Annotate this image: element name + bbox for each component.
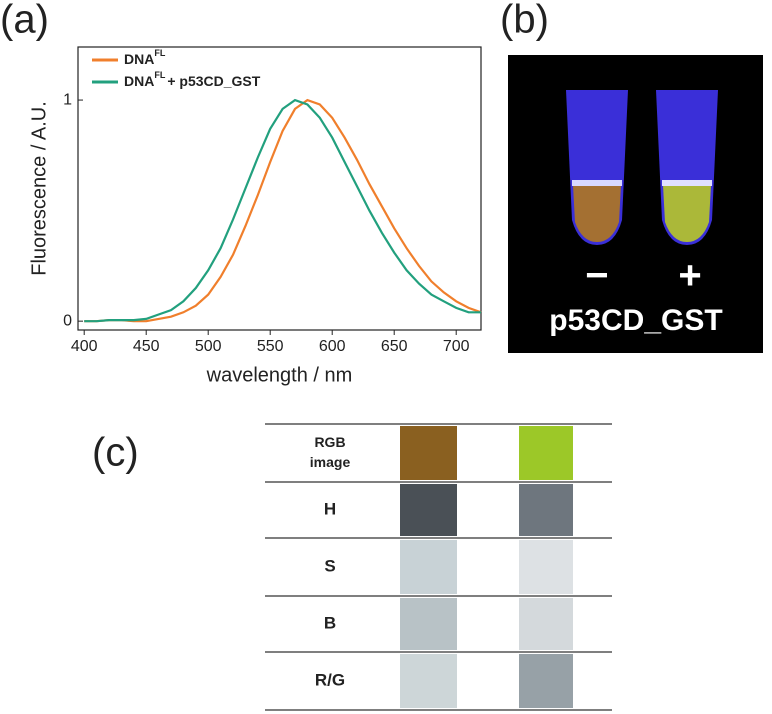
panel-label: (b) — [500, 0, 549, 42]
x-tick-label: 650 — [381, 338, 408, 355]
legend-label: DNAFL — [124, 48, 166, 66]
table: RGB image H S B R/G — [265, 423, 612, 711]
y-tick-label: 1 — [63, 91, 72, 108]
panel-label: (a) — [0, 0, 49, 42]
series-line — [84, 98, 482, 323]
photo: − + p53CD_GST — [508, 55, 763, 353]
x-tick-label: 450 — [133, 338, 160, 355]
minus-label: − — [585, 254, 608, 298]
row-label: B — [324, 613, 336, 632]
x-tick-label: 550 — [257, 338, 284, 355]
legend-tail: + p53CD_GST — [167, 73, 260, 89]
legend-name: DNA — [124, 51, 154, 67]
series-line — [84, 98, 481, 323]
legend-label: DNAFL + p53CD_GST — [124, 70, 261, 88]
x-tick-label: 600 — [319, 338, 346, 355]
legend-superscript: FL — [154, 48, 165, 58]
legend-superscript: FL — [154, 70, 165, 80]
plot-frame — [77, 46, 482, 331]
row-label: R/G — [315, 670, 345, 689]
legend-name: DNA — [124, 73, 154, 89]
row-label: S — [324, 556, 335, 575]
x-tick-label: 500 — [195, 338, 222, 355]
y-axis-title: Fluorescence / A.U. — [28, 101, 50, 276]
plus-label: + — [678, 254, 701, 298]
x-tick-label: 400 — [71, 338, 98, 355]
x-tick-label: 700 — [443, 338, 470, 355]
photo-caption: p53CD_GST — [549, 304, 722, 337]
row-label: RGB image — [310, 434, 351, 470]
x-axis-title: wavelength / nm — [206, 364, 353, 386]
panel-label: (c) — [92, 431, 139, 475]
y-tick-label: 0 — [63, 312, 72, 329]
row-label: H — [324, 499, 336, 518]
